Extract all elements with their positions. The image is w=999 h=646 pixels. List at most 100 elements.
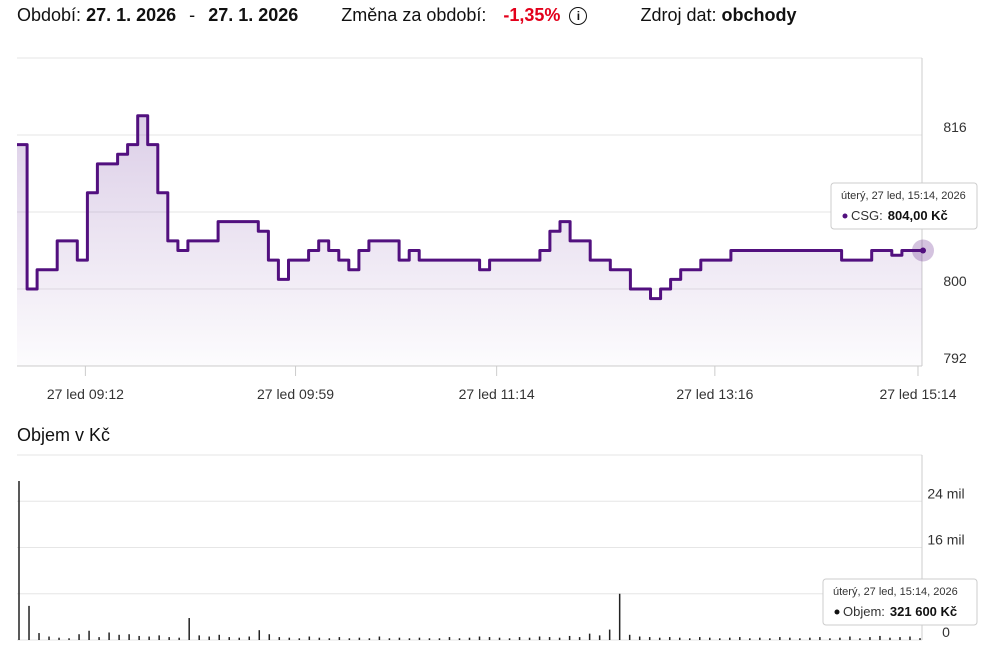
bar bbox=[799, 638, 801, 640]
bar bbox=[478, 636, 481, 640]
bar bbox=[298, 638, 301, 640]
bar bbox=[238, 637, 240, 640]
bar bbox=[909, 636, 911, 640]
bar bbox=[98, 637, 100, 640]
y-tick-label: 792 bbox=[943, 350, 967, 366]
bar bbox=[438, 638, 441, 640]
tooltip: úterý, 27 led, 15:14, 2026 CSG: 804,00 Kč bbox=[830, 182, 978, 230]
bar bbox=[498, 637, 501, 640]
bar bbox=[648, 637, 651, 640]
bar bbox=[258, 630, 261, 640]
bar bbox=[228, 637, 230, 640]
date-to: 27. 1. 2026 bbox=[208, 5, 299, 25]
tooltip-value: 321 600 Kč bbox=[890, 604, 957, 619]
bar bbox=[749, 638, 751, 640]
hover-point bbox=[920, 247, 926, 254]
bar bbox=[388, 638, 391, 640]
bar bbox=[198, 635, 200, 640]
date-from: 27. 1. 2026 bbox=[86, 5, 177, 25]
x-tick-label: 27 led 09:12 bbox=[47, 386, 124, 402]
bar bbox=[789, 637, 791, 640]
tooltip-value: 804,00 Kč bbox=[888, 208, 948, 223]
bar bbox=[358, 637, 361, 640]
bar bbox=[468, 637, 471, 640]
bar bbox=[278, 637, 281, 640]
bar bbox=[88, 630, 90, 640]
bar bbox=[398, 637, 401, 640]
bar bbox=[568, 635, 571, 640]
bar bbox=[318, 637, 321, 640]
bar bbox=[839, 637, 841, 640]
tooltip-dot bbox=[834, 609, 840, 615]
bar bbox=[809, 637, 811, 640]
bar bbox=[48, 636, 50, 640]
bar bbox=[588, 633, 591, 640]
tooltip-box bbox=[830, 182, 978, 230]
source-label: Zdroj dat: bbox=[640, 5, 717, 25]
bar bbox=[188, 618, 190, 640]
bar bbox=[819, 637, 821, 640]
info-icon[interactable]: i bbox=[569, 7, 588, 25]
bar bbox=[268, 634, 271, 640]
bar bbox=[638, 636, 641, 640]
line bbox=[17, 114, 922, 301]
bar bbox=[889, 637, 891, 640]
tooltip-date: úterý, 27 led, 15:14, 2026 bbox=[833, 586, 958, 598]
bar bbox=[518, 637, 521, 640]
bar bbox=[759, 637, 761, 640]
chart-title: Objem v Kč bbox=[17, 425, 110, 445]
bar bbox=[678, 637, 681, 640]
bar bbox=[699, 637, 701, 640]
bar bbox=[308, 636, 311, 640]
x-tick-label: 27 led 15:14 bbox=[879, 386, 956, 402]
bar bbox=[408, 638, 411, 640]
y-tick-label: 16 mil bbox=[927, 532, 964, 548]
bar bbox=[58, 637, 60, 640]
bar bbox=[418, 637, 421, 640]
bar bbox=[859, 638, 861, 640]
bar bbox=[508, 638, 511, 640]
bar bbox=[428, 638, 431, 640]
tooltip-dot bbox=[842, 213, 848, 219]
x-tick-label: 27 led 11:14 bbox=[459, 386, 535, 402]
bar bbox=[458, 638, 461, 640]
bar bbox=[709, 637, 711, 640]
bar bbox=[729, 637, 731, 640]
bar bbox=[348, 638, 351, 640]
bar bbox=[108, 632, 110, 640]
bar bbox=[769, 638, 771, 640]
bar bbox=[598, 635, 601, 640]
bar bbox=[448, 637, 451, 640]
bar bbox=[618, 593, 621, 640]
bar bbox=[68, 638, 70, 640]
x-tick-label: 27 led 13:16 bbox=[676, 386, 753, 402]
bar bbox=[218, 634, 220, 640]
bar bbox=[628, 634, 631, 640]
bar bbox=[328, 638, 331, 640]
bar bbox=[849, 636, 851, 640]
bar bbox=[829, 638, 831, 640]
bar bbox=[719, 638, 721, 640]
x-tick-label: 27 led 09:59 bbox=[257, 386, 334, 402]
bar bbox=[18, 481, 20, 640]
bar bbox=[158, 635, 160, 640]
bar bbox=[879, 635, 881, 640]
bar bbox=[538, 636, 541, 640]
bar bbox=[178, 637, 180, 640]
bar bbox=[688, 638, 691, 640]
header: Období: 27. 1. 2026 - 27. 1. 2026 Změna … bbox=[17, 5, 797, 27]
bar bbox=[919, 638, 921, 640]
bar bbox=[558, 637, 561, 640]
bar bbox=[128, 634, 130, 640]
tooltip-series: Objem: bbox=[843, 604, 885, 619]
bar bbox=[488, 637, 491, 640]
bar bbox=[368, 638, 371, 640]
bar bbox=[28, 605, 30, 640]
y-tick-label: 816 bbox=[943, 119, 967, 135]
bar bbox=[779, 637, 781, 640]
bar bbox=[148, 636, 150, 640]
period-label: Období: bbox=[17, 5, 82, 25]
separator: - bbox=[189, 5, 196, 25]
